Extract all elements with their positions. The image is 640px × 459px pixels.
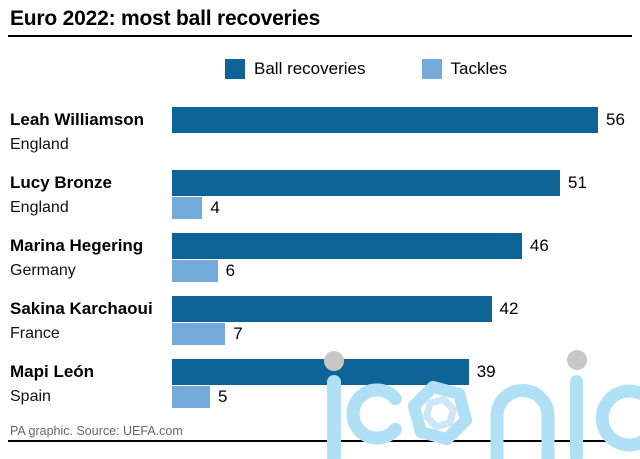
tackles-value: 6	[225, 261, 236, 280]
legend-swatch-icon	[225, 59, 245, 79]
player-name: Leah Williamson	[10, 110, 144, 129]
ball-recoveries-value: 42	[499, 299, 519, 318]
player-name: Mapi León	[10, 362, 95, 381]
chart-legend: Ball recoveries Tackles	[225, 59, 507, 79]
source-credit: PA graphic. Source: UEFA.com	[10, 424, 183, 438]
player-country: France	[10, 325, 60, 342]
ball-recoveries-value: 46	[529, 236, 549, 255]
title-divider	[8, 35, 632, 37]
page-title: Euro 2022: most ball recoveries	[10, 7, 321, 30]
player-row: Sakina Karchaoui 42 France 7	[10, 296, 634, 345]
ball-recoveries-bar	[172, 233, 522, 259]
tackles-bar	[172, 386, 210, 408]
tackles-bar	[172, 197, 203, 219]
chart-rows: Leah Williamson 56 England Lucy Bronze 51 Eng…	[10, 107, 634, 422]
legend-label: Ball recoveries	[254, 59, 366, 78]
tackles-value: 4	[210, 198, 220, 217]
ball-recoveries-bar	[172, 170, 560, 196]
tackles-value: 7	[233, 324, 243, 343]
legend-item: Ball recoveries	[225, 59, 366, 79]
legend-label: Tackles	[450, 59, 508, 78]
player-name: Lucy Bronze	[10, 173, 113, 192]
player-row: Lucy Bronze 51 England 4	[10, 170, 634, 219]
ball-recoveries-value: 39	[476, 362, 496, 381]
player-country: England	[10, 136, 69, 153]
ball-recoveries-bar	[172, 296, 492, 322]
ball-recoveries-value: 51	[568, 173, 587, 192]
ball-recoveries-value: 56	[606, 110, 625, 129]
player-country: Germany	[10, 262, 76, 279]
legend-item: Tackles	[421, 59, 508, 79]
tackles-value: 5	[218, 387, 228, 406]
footer-divider	[8, 440, 632, 442]
player-country: Spain	[10, 388, 51, 405]
tackles-bar	[172, 260, 218, 282]
player-row: Marina Hegering 46 Germany 6	[10, 233, 634, 282]
player-row: Mapi León 39 Spain 5	[10, 359, 634, 408]
player-name: Marina Hegering	[10, 236, 144, 255]
tackles-bar	[172, 323, 226, 345]
player-country: England	[10, 199, 69, 216]
ball-recoveries-bar	[172, 107, 598, 133]
player-name: Sakina Karchaoui	[10, 299, 153, 318]
player-row: Leah Williamson 56 England	[10, 107, 634, 156]
ball-recoveries-bar	[172, 359, 469, 385]
legend-swatch-icon	[421, 59, 442, 79]
